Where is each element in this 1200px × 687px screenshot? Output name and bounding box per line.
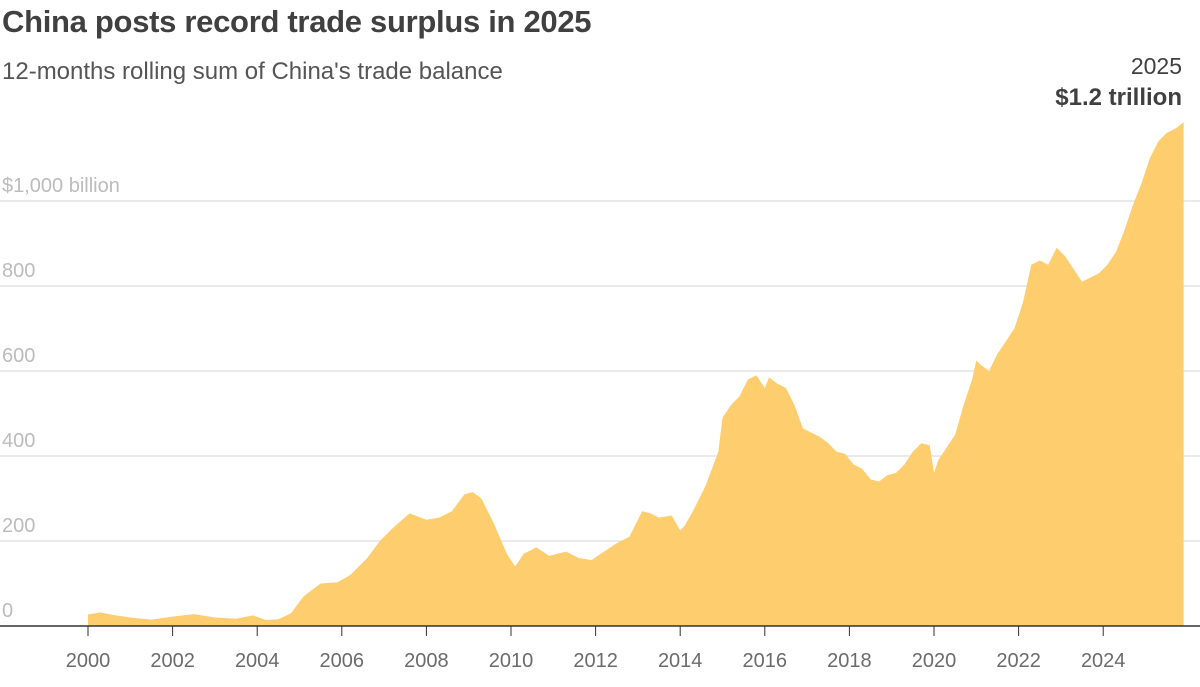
x-axis: [0, 625, 1200, 636]
x-tick-label: 2014: [658, 650, 703, 672]
y-tick-label: 800: [2, 260, 35, 282]
x-tick-label: 2018: [827, 650, 872, 672]
x-tick-label: 2002: [150, 650, 195, 672]
plot-area: [88, 122, 1184, 627]
x-tick-label: 2008: [404, 650, 449, 672]
x-tick-label: 2004: [235, 650, 280, 672]
latest-value-annotation: $1.2 trillion: [1055, 84, 1182, 111]
y-tick-label: 200: [2, 515, 35, 537]
x-tick-label: 2010: [489, 650, 534, 672]
x-tick-label: 2012: [573, 650, 618, 672]
tick-labels: 0 200 400 600 800 $1,000 billion 2000 2002 2004 2…: [2, 175, 1125, 672]
x-tick-label: 2020: [912, 650, 957, 672]
x-tick-label: 2022: [996, 650, 1041, 672]
chart-title: China posts record trade surplus in 2025: [2, 4, 592, 39]
y-tick-label: 400: [2, 430, 35, 452]
trade-balance-area: [88, 122, 1184, 627]
y-tick-label: 0: [2, 600, 13, 622]
x-tick-label: 2006: [320, 650, 365, 672]
latest-year-annotation: 2025: [1130, 53, 1182, 79]
y-tick-label: 600: [2, 345, 35, 367]
y-tick-label: $1,000 billion: [2, 175, 120, 197]
x-tick-label: 2016: [743, 650, 788, 672]
x-tick-label: 2000: [66, 650, 111, 672]
x-tick-label: 2024: [1081, 650, 1126, 672]
chart-subtitle: 12-months rolling sum of China's trade b…: [2, 58, 503, 85]
